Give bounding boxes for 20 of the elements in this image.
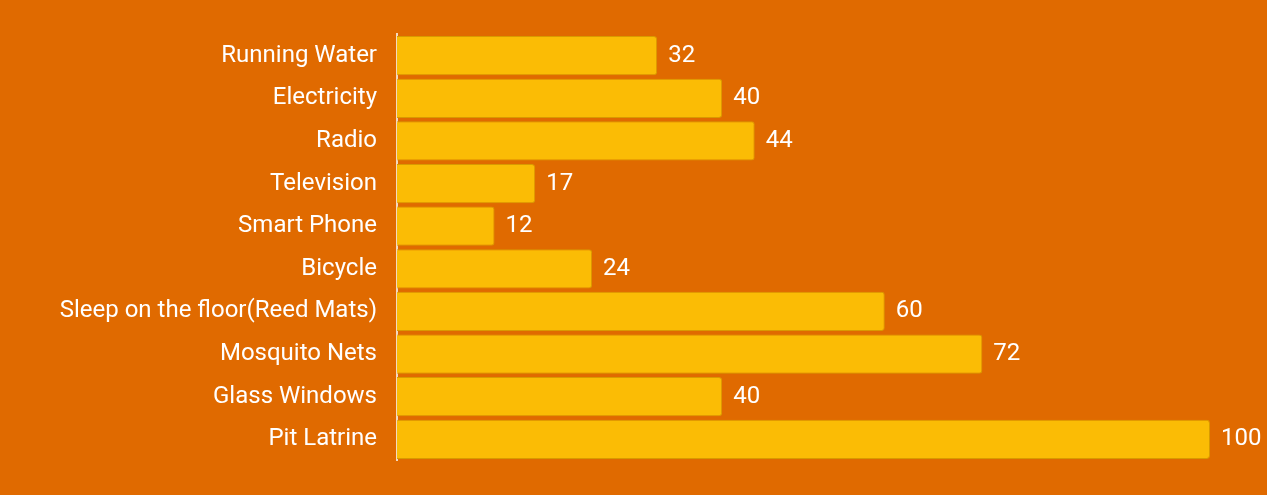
data-label: 17 <box>546 167 574 196</box>
data-label: 32 <box>668 39 696 68</box>
data-label: 40 <box>733 82 761 111</box>
y-tick-label: Mosquito Nets <box>219 338 377 367</box>
y-tick-label: Running Water <box>221 39 377 68</box>
y-tick-label: Electricity <box>272 82 378 111</box>
data-label: 44 <box>765 124 793 153</box>
y-tick-label: Television <box>270 167 377 196</box>
y-tick-label: Pit Latrine <box>268 423 377 452</box>
y-tick-label: Bicycle <box>301 252 377 281</box>
data-label: 12 <box>505 210 533 239</box>
data-label: 100 <box>1221 423 1262 452</box>
y-tick-label: Glass Windows <box>213 380 377 409</box>
data-label: 40 <box>733 380 761 409</box>
data-label: 24 <box>603 252 631 281</box>
y-tick-label: Radio <box>316 124 377 153</box>
y-tick-label: Sleep on the floor(Reed Mats) <box>59 295 377 324</box>
data-label: 60 <box>895 295 923 324</box>
y-tick-label: Smart Phone <box>238 210 377 239</box>
data-label: 72 <box>993 338 1021 367</box>
